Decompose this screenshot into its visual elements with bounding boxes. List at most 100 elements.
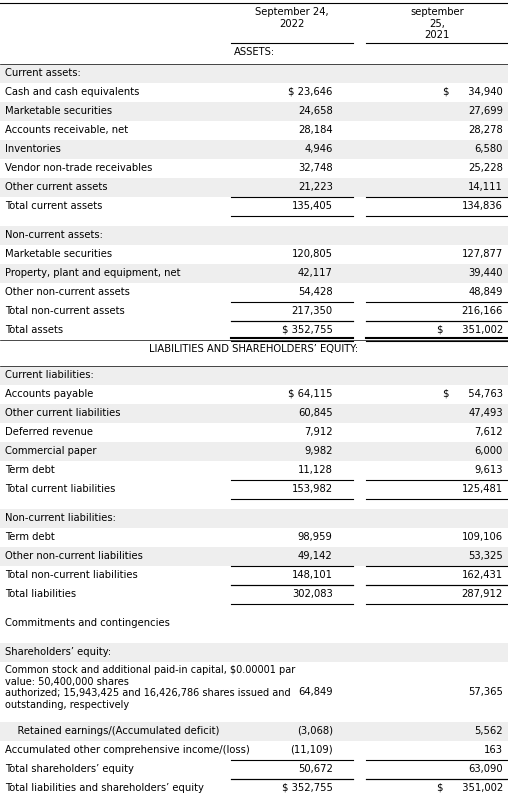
- Bar: [0, 722, 508, 741]
- Bar: [0, 159, 508, 178]
- Bar: [0, 760, 508, 779]
- Text: 28,184: 28,184: [298, 125, 333, 135]
- Text: Term debt: Term debt: [5, 465, 55, 475]
- Text: 7,612: 7,612: [474, 427, 503, 437]
- Text: Commercial paper: Commercial paper: [5, 446, 97, 456]
- Bar: [0, 423, 508, 442]
- Text: 134,836: 134,836: [462, 201, 503, 211]
- Text: Retained earnings/(Accumulated deficit): Retained earnings/(Accumulated deficit): [5, 726, 219, 736]
- Text: Total non-current assets: Total non-current assets: [5, 306, 125, 316]
- Text: 32,748: 32,748: [298, 163, 333, 173]
- Bar: [0, 741, 508, 760]
- Text: ASSETS:: ASSETS:: [234, 47, 274, 57]
- Bar: [0, 480, 508, 499]
- Bar: [0, 178, 508, 197]
- Bar: [0, 321, 508, 340]
- Text: 120,805: 120,805: [292, 249, 333, 259]
- Text: 162,431: 162,431: [462, 570, 503, 580]
- Text: 9,982: 9,982: [304, 446, 333, 456]
- Text: $ 23,646: $ 23,646: [289, 86, 333, 97]
- Text: 14,111: 14,111: [468, 182, 503, 192]
- Bar: [0, 442, 508, 461]
- Bar: [0, 264, 508, 283]
- Text: Deferred revenue: Deferred revenue: [5, 427, 93, 437]
- Text: Total non-current liabilities: Total non-current liabilities: [5, 570, 138, 580]
- Text: 163: 163: [484, 745, 503, 755]
- Text: 49,142: 49,142: [298, 551, 333, 561]
- Text: LIABILITIES AND SHAREHOLDERS’ EQUITY:: LIABILITIES AND SHAREHOLDERS’ EQUITY:: [149, 344, 359, 354]
- Bar: [0, 197, 508, 216]
- Text: $      34,940: $ 34,940: [443, 86, 503, 97]
- Text: Non-current liabilities:: Non-current liabilities:: [5, 513, 116, 523]
- Text: Total assets: Total assets: [5, 325, 63, 335]
- Text: 28,278: 28,278: [468, 125, 503, 135]
- Text: 57,365: 57,365: [468, 687, 503, 697]
- Bar: [0, 779, 508, 793]
- Text: Other non-current assets: Other non-current assets: [5, 287, 130, 297]
- Bar: [0, 83, 508, 102]
- Text: Shareholders’ equity:: Shareholders’ equity:: [5, 647, 111, 657]
- Text: Term debt: Term debt: [5, 532, 55, 542]
- Text: Total liabilities and shareholders’ equity: Total liabilities and shareholders’ equi…: [5, 783, 204, 793]
- Text: 4,946: 4,946: [304, 144, 333, 154]
- Text: 11,128: 11,128: [298, 465, 333, 475]
- Bar: [0, 461, 508, 480]
- Text: 27,699: 27,699: [468, 105, 503, 116]
- Text: Marketable securities: Marketable securities: [5, 105, 112, 116]
- Text: 63,090: 63,090: [468, 764, 503, 774]
- Text: 48,849: 48,849: [468, 287, 503, 297]
- Text: 216,166: 216,166: [462, 306, 503, 316]
- Text: Commitments and contingencies: Commitments and contingencies: [5, 618, 170, 628]
- Text: $      54,763: $ 54,763: [443, 389, 503, 399]
- Bar: [0, 140, 508, 159]
- Text: Vendor non-trade receivables: Vendor non-trade receivables: [5, 163, 152, 173]
- Text: Cash and cash equivalents: Cash and cash equivalents: [5, 86, 140, 97]
- Text: Accumulated other comprehensive income/(loss): Accumulated other comprehensive income/(…: [5, 745, 250, 755]
- Bar: [0, 509, 508, 528]
- Text: $      351,002: $ 351,002: [437, 783, 503, 793]
- Text: 7,912: 7,912: [304, 427, 333, 437]
- Text: 60,845: 60,845: [298, 408, 333, 418]
- Bar: [0, 662, 508, 722]
- Text: Current assets:: Current assets:: [5, 67, 81, 78]
- Text: 127,877: 127,877: [462, 249, 503, 259]
- Text: 21,223: 21,223: [298, 182, 333, 192]
- Text: Current liabilities:: Current liabilities:: [5, 370, 94, 380]
- Text: Other non-current liabilities: Other non-current liabilities: [5, 551, 143, 561]
- Text: 53,325: 53,325: [468, 551, 503, 561]
- Text: 98,959: 98,959: [298, 532, 333, 542]
- Text: 9,613: 9,613: [474, 465, 503, 475]
- Text: Marketable securities: Marketable securities: [5, 249, 112, 259]
- Text: $ 352,755: $ 352,755: [282, 783, 333, 793]
- Text: 302,083: 302,083: [292, 588, 333, 599]
- Text: Total current assets: Total current assets: [5, 201, 103, 211]
- Bar: [0, 283, 508, 302]
- Text: 109,106: 109,106: [462, 532, 503, 542]
- Text: 24,658: 24,658: [298, 105, 333, 116]
- Text: 39,440: 39,440: [468, 268, 503, 278]
- Text: 148,101: 148,101: [292, 570, 333, 580]
- Bar: [0, 404, 508, 423]
- Text: 25,228: 25,228: [468, 163, 503, 173]
- Text: 42,117: 42,117: [298, 268, 333, 278]
- Text: 50,672: 50,672: [298, 764, 333, 774]
- Text: Accounts payable: Accounts payable: [5, 389, 93, 399]
- Text: $      351,002: $ 351,002: [437, 325, 503, 335]
- Text: Total shareholders’ equity: Total shareholders’ equity: [5, 764, 134, 774]
- Text: 6,000: 6,000: [474, 446, 503, 456]
- Bar: [0, 366, 508, 385]
- Bar: [0, 385, 508, 404]
- Text: september
25,
2021: september 25, 2021: [410, 7, 464, 40]
- Text: 125,481: 125,481: [462, 484, 503, 494]
- Text: Total current liabilities: Total current liabilities: [5, 484, 115, 494]
- Text: Total liabilities: Total liabilities: [5, 588, 76, 599]
- Text: 287,912: 287,912: [462, 588, 503, 599]
- Text: Other current liabilities: Other current liabilities: [5, 408, 120, 418]
- Text: Non-current assets:: Non-current assets:: [5, 230, 103, 239]
- Bar: [0, 302, 508, 321]
- Text: 217,350: 217,350: [292, 306, 333, 316]
- Bar: [0, 64, 508, 83]
- Text: 6,580: 6,580: [474, 144, 503, 154]
- Bar: [0, 528, 508, 547]
- Bar: [0, 566, 508, 585]
